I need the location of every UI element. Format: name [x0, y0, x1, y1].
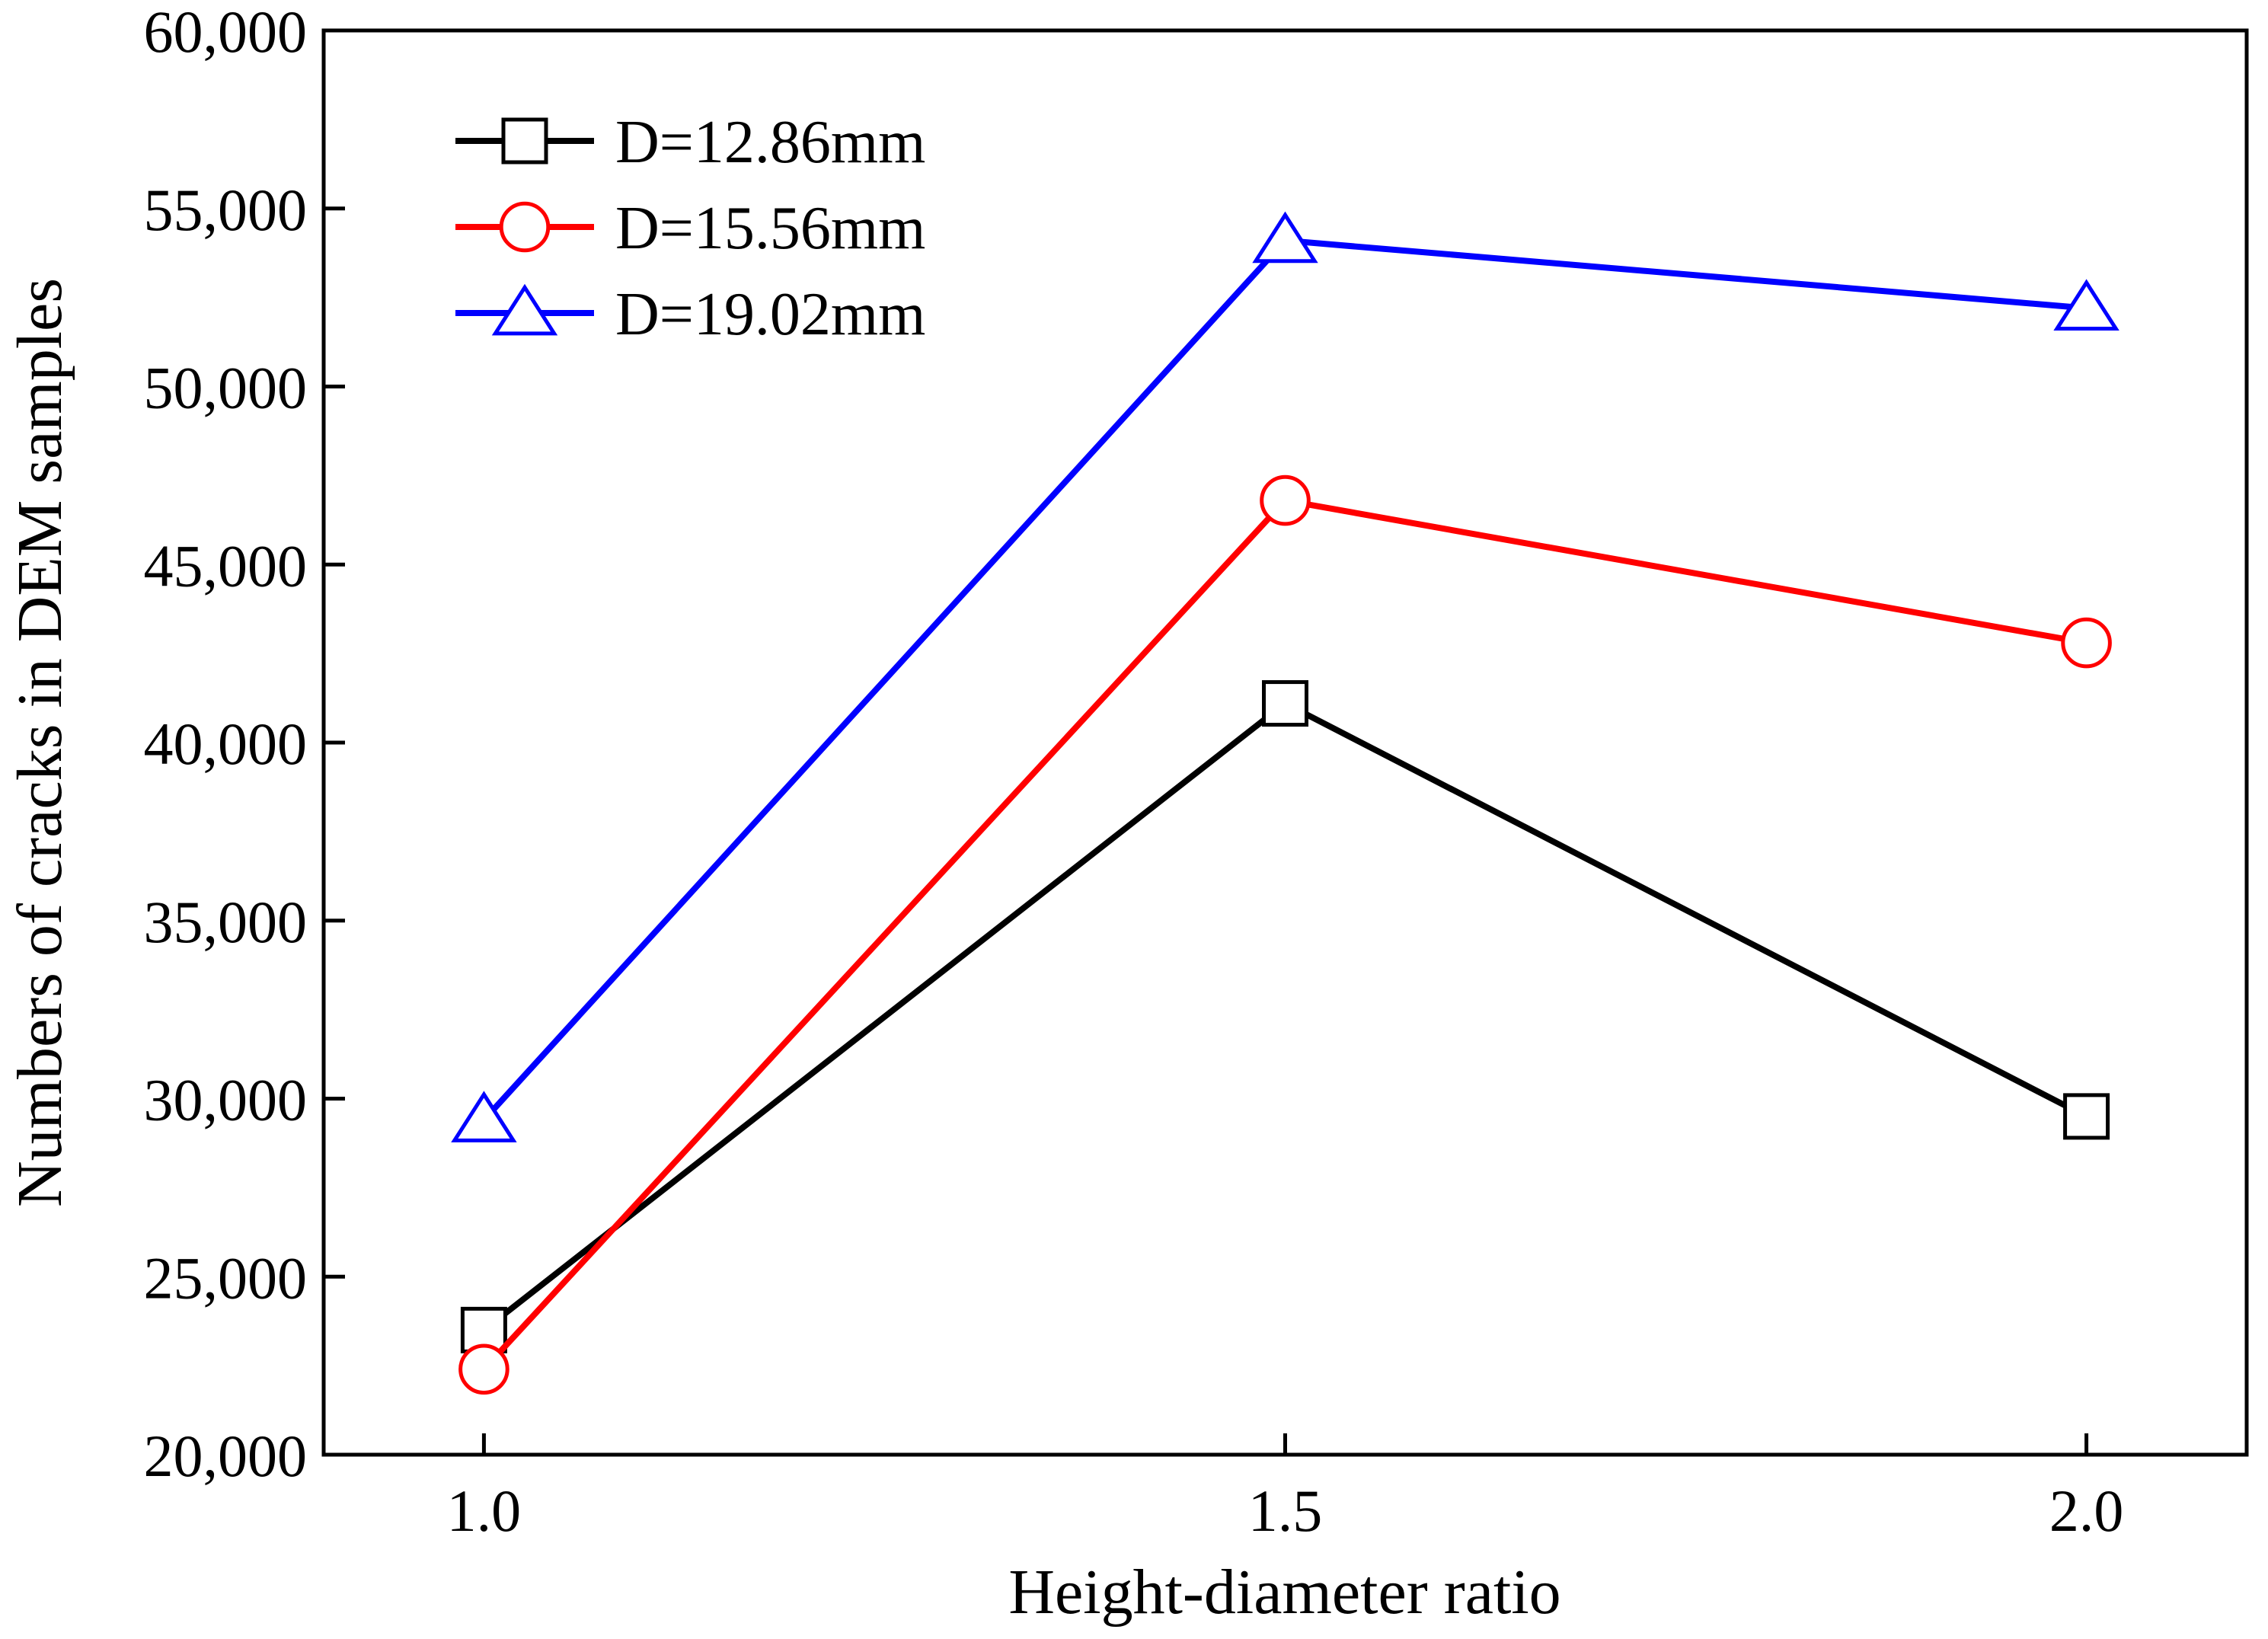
y-axis-title: Numbers of cracks in DEM samples	[5, 278, 75, 1207]
data-point-triangle	[451, 1091, 517, 1142]
y-tick-label: 20,000	[144, 1423, 308, 1489]
data-point-square	[1262, 680, 1308, 727]
series-line	[481, 699, 2088, 1333]
x-tick-label: 1.5	[1248, 1478, 1323, 1544]
series-layer	[451, 211, 2119, 1395]
y-tick-label: 45,000	[144, 532, 308, 599]
legend-label: D=12.86mm	[615, 109, 925, 176]
legend-item: D=15.56mm	[455, 195, 925, 262]
x-axis-title: Height-diameter ratio	[1008, 1557, 1560, 1628]
data-point-circle	[458, 1343, 510, 1395]
data-point-circle	[2061, 617, 2112, 669]
legend-marker-square	[501, 117, 548, 165]
x-tick-label: 2.0	[2049, 1478, 2124, 1544]
data-point-circle	[1260, 474, 1311, 526]
legend: D=12.86mm D=15.56mm D=19.02mm	[455, 109, 925, 348]
legend-label: D=19.02mm	[615, 281, 925, 348]
y-tick-label: 55,000	[144, 177, 308, 243]
y-axis-ticks: 20,000 25,000 30,000 35,000 40,000 45,000 50,0…	[144, 0, 345, 1489]
y-tick-label: 40,000	[144, 711, 308, 777]
legend-item: D=19.02mm	[455, 281, 925, 348]
y-tick-label: 60,000	[144, 0, 308, 65]
y-tick-label: 30,000	[144, 1067, 308, 1133]
series-1	[460, 680, 2110, 1353]
legend-item: D=12.86mm	[455, 109, 925, 176]
data-point-triangle	[2053, 279, 2119, 331]
x-axis-ticks: 1.0 1.5 2.0	[447, 1433, 2124, 1544]
series-line	[481, 497, 2088, 1372]
data-point-square	[2063, 1093, 2110, 1140]
legend-label: D=15.56mm	[615, 195, 925, 262]
data-point-triangle	[1252, 211, 1318, 264]
series-2	[458, 474, 2112, 1395]
y-tick-label: 25,000	[144, 1244, 308, 1311]
y-tick-label: 35,000	[144, 889, 308, 955]
y-tick-label: 50,000	[144, 355, 308, 421]
legend-marker-circle	[499, 201, 551, 253]
x-tick-label: 1.0	[447, 1478, 522, 1544]
series-3	[451, 211, 2119, 1142]
legend-marker-triangle	[491, 283, 558, 336]
